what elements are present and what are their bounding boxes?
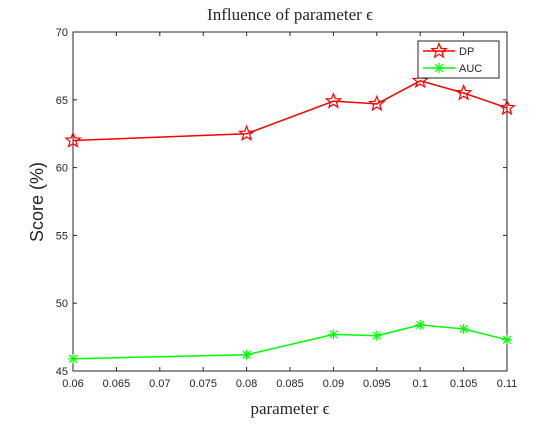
dp-data-point	[454, 83, 473, 101]
y-tick-label: 50	[56, 298, 68, 310]
x-tick-label: 0.11	[497, 378, 518, 390]
legend-box	[417, 40, 500, 79]
dp-data-point	[498, 98, 516, 116]
plot-area-box	[72, 31, 508, 372]
dp-series-line	[72, 80, 508, 142]
y-tick-label: 45	[56, 366, 68, 378]
x-axis-label: parameter ϵ	[250, 399, 329, 418]
y-axis-label: Score (%)	[27, 162, 47, 242]
y-tick-label: 65	[56, 95, 68, 107]
x-tick-label: 0.085	[276, 378, 304, 390]
x-tick-label: 0.07	[149, 378, 170, 390]
x-tick-label: 0.08	[236, 378, 257, 390]
chart-title: Influence of parameter ϵ	[207, 5, 373, 24]
y-tick-label: 70	[56, 27, 68, 39]
x-tick-label: 0.105	[450, 378, 478, 390]
dp-data-point	[64, 131, 82, 148]
dp-data-point	[368, 94, 386, 112]
x-tick-label: 0.09	[323, 378, 344, 390]
x-tick-label: 0.075	[189, 378, 217, 390]
auc-data-point	[241, 349, 252, 360]
y-tick-label: 55	[56, 230, 68, 242]
legend-dp-label: DP	[459, 46, 474, 58]
dp-data-point	[324, 91, 343, 109]
legend-auc-label: AUC	[459, 63, 482, 75]
auc-data-point	[328, 329, 339, 340]
x-tick-label: 0.1	[413, 378, 428, 390]
auc-data-point	[458, 323, 469, 334]
legend-auc-marker	[434, 63, 444, 73]
auc-data-point	[371, 330, 382, 341]
x-tick-label: 0.06	[62, 378, 83, 390]
auc-data-point	[415, 319, 426, 330]
legend-dp-marker	[430, 41, 448, 59]
auc-data-point	[68, 353, 78, 364]
auc-data-point	[502, 334, 512, 345]
y-tick-label: 60	[56, 163, 68, 175]
dp-data-point	[237, 124, 256, 142]
x-tick-label: 0.065	[103, 378, 131, 390]
x-tick-label: 0.095	[363, 378, 391, 390]
